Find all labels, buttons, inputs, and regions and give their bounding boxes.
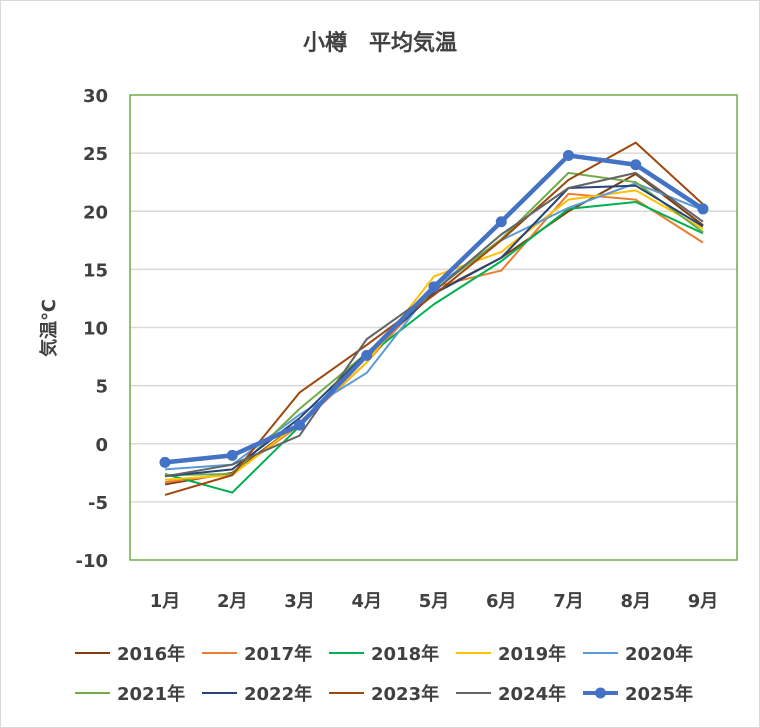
data-point xyxy=(697,203,709,215)
data-point xyxy=(294,419,305,431)
x-tick-label: 5月 xyxy=(419,591,450,612)
y-tick-label: 30 xyxy=(83,86,108,107)
y-tick-label: -10 xyxy=(75,551,108,572)
legend-label: 2019年 xyxy=(498,643,566,665)
legend-label: 2024年 xyxy=(498,683,566,705)
x-tick-label: 9月 xyxy=(688,591,719,612)
x-tick-label: 6月 xyxy=(486,591,517,612)
data-point xyxy=(361,349,373,361)
legend-label: 2023年 xyxy=(371,683,439,705)
y-tick-label: 10 xyxy=(83,319,108,340)
x-tick-label: 7月 xyxy=(553,591,584,612)
legend-label: 2020年 xyxy=(625,643,693,665)
plot-area-border xyxy=(129,94,738,561)
x-tick-label: 2月 xyxy=(217,591,248,612)
data-point xyxy=(226,449,238,461)
legend-label: 2017年 xyxy=(244,643,312,665)
legend-marker xyxy=(595,687,606,699)
y-tick-label: 5 xyxy=(95,377,108,398)
x-tick-label: 3月 xyxy=(284,591,315,612)
x-tick-label: 4月 xyxy=(351,591,382,612)
data-point xyxy=(630,159,642,171)
y-tick-label: 25 xyxy=(83,144,108,165)
legend-label: 2018年 xyxy=(371,643,439,665)
y-tick-label: 20 xyxy=(83,202,108,223)
data-point xyxy=(428,281,440,293)
data-point xyxy=(495,216,507,228)
x-tick-label: 1月 xyxy=(150,591,181,612)
series-line-2018 xyxy=(164,200,704,494)
y-tick-label: 15 xyxy=(83,260,108,281)
series-line-2019 xyxy=(164,189,704,481)
legend-label: 2022年 xyxy=(244,683,312,705)
y-axis-label: 気温℃ xyxy=(38,299,60,357)
legend-label: 2025年 xyxy=(625,683,693,705)
legend-label: 2021年 xyxy=(117,683,185,705)
y-tick-label: 0 xyxy=(95,435,108,456)
legend-label: 2016年 xyxy=(117,643,185,665)
x-tick-label: 8月 xyxy=(620,591,651,612)
chart-title: 小樽 平均気温 xyxy=(303,30,457,56)
data-point xyxy=(159,456,171,468)
data-point xyxy=(563,149,574,161)
y-tick-label: -5 xyxy=(88,493,108,514)
